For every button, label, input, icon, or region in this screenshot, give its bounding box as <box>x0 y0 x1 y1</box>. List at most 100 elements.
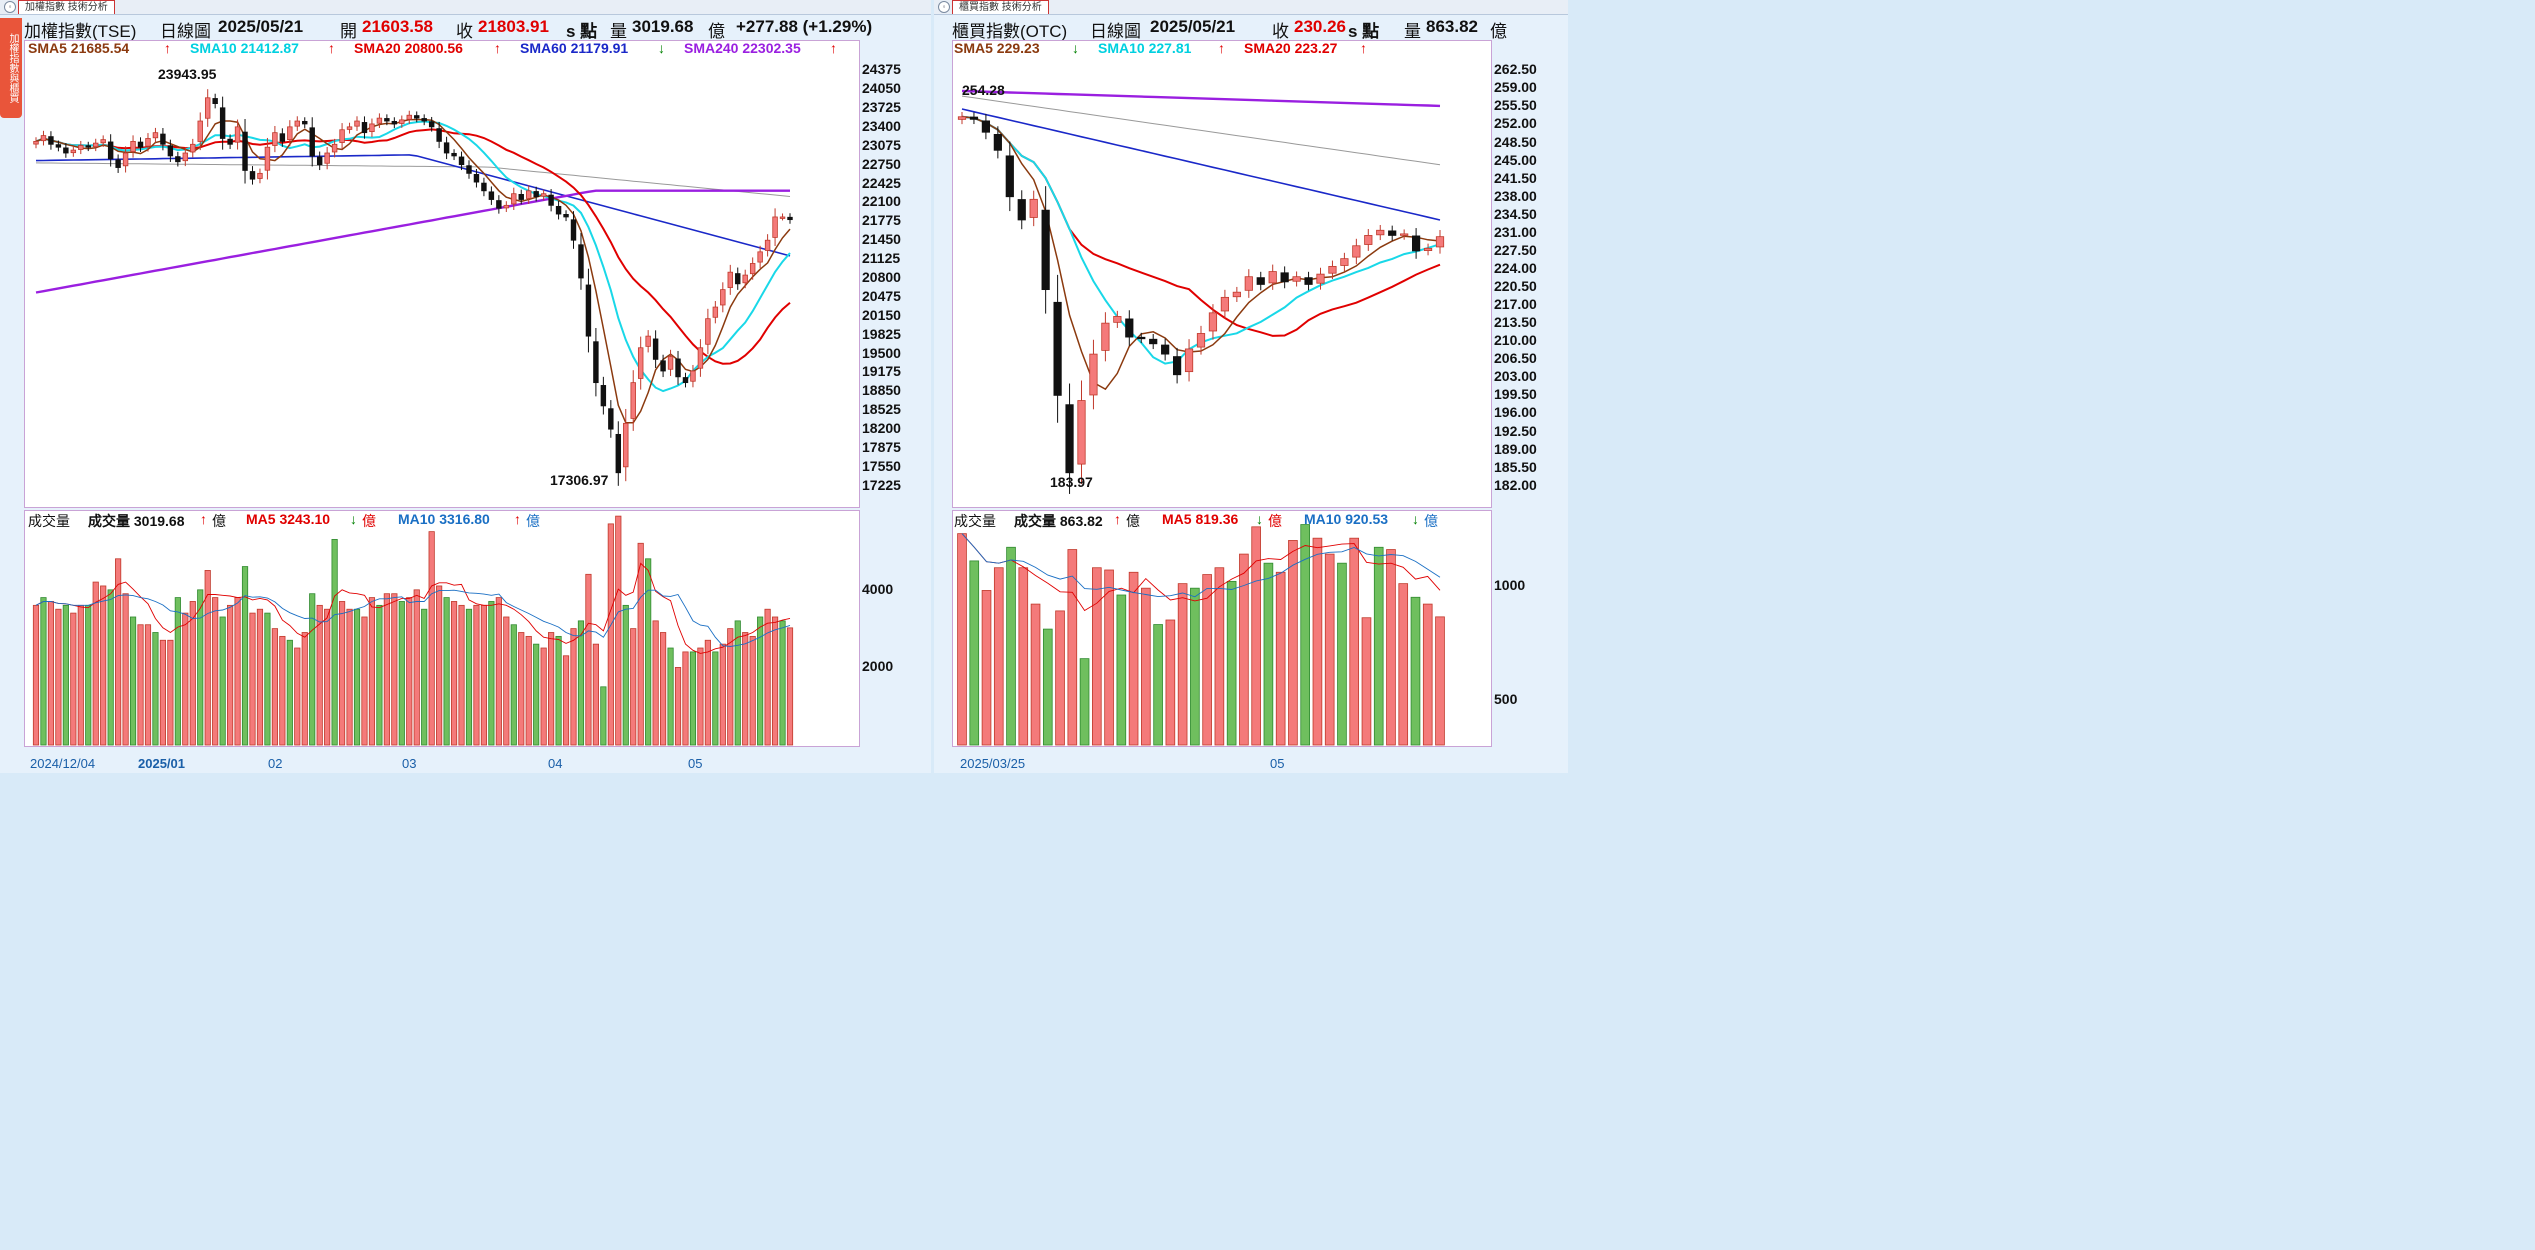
volume-bar <box>137 624 144 746</box>
y-tick-label: 231.00 <box>1494 223 1537 240</box>
tse-window-titlebar: ◦ 加權指數 技術分析 <box>0 0 931 15</box>
volume-bar <box>338 601 346 746</box>
candle-body <box>1029 198 1038 218</box>
candle-body <box>309 127 315 157</box>
tse-vol-title: 成交量 <box>28 513 70 529</box>
otc-header: 櫃買指數(OTC) 日線圖 2025/05/21 收 230.26 s 點 量 … <box>934 14 1568 41</box>
volume-bar <box>630 628 637 746</box>
candle-body <box>369 123 375 133</box>
sma240-line <box>35 189 790 294</box>
volume-bar <box>540 647 547 746</box>
window-menu-icon[interactable]: ◦ <box>938 1 950 13</box>
candle-body <box>593 341 599 384</box>
volume-bar <box>249 612 256 746</box>
candle-body <box>488 191 495 200</box>
volume-bar <box>488 601 495 746</box>
tse-volume-unit: 億 <box>708 22 725 41</box>
candle-body <box>376 117 383 124</box>
candle-body <box>48 136 54 145</box>
y-tick-label: 17550 <box>862 457 901 474</box>
candle-body <box>361 122 368 134</box>
volume-bar <box>1165 619 1176 746</box>
y-tick-label: 18200 <box>862 420 901 437</box>
volume-bar <box>981 590 992 746</box>
volume-bar <box>383 593 390 746</box>
candle-body <box>496 200 502 209</box>
volume-bar <box>1386 549 1396 746</box>
candle-body <box>272 132 278 146</box>
volume-bar <box>62 604 69 746</box>
y-tick-label: 234.50 <box>1494 205 1537 222</box>
y-tick-label: 21125 <box>862 250 901 267</box>
tse-window-tab[interactable]: 加權指數 技術分析 <box>18 0 115 14</box>
candle-body <box>302 120 308 125</box>
volume-bar <box>85 604 92 746</box>
candle-body <box>764 239 771 251</box>
candle-body <box>257 172 263 179</box>
tse-open-value: 21603.58 <box>362 17 433 36</box>
volume-bar <box>993 567 1004 746</box>
ma-legend-arrow: ↑ <box>1218 40 1225 56</box>
volume-bar <box>727 628 734 746</box>
y-tick-label: 241.50 <box>1494 169 1537 186</box>
ma-legend-arrow: ↑ <box>328 40 335 56</box>
candle-body <box>1220 296 1230 312</box>
volume-bar <box>1324 553 1335 746</box>
tse-vol-ma5-unit: 億 <box>362 513 376 529</box>
volume-bar <box>324 608 331 746</box>
volume-bar <box>182 612 189 746</box>
window-menu-icon[interactable]: ◦ <box>4 1 16 13</box>
volume-y-tick-label: 4000 <box>862 580 894 597</box>
volume-bar <box>1300 524 1310 746</box>
candle-body <box>1005 155 1014 198</box>
x-tick-label: 05 <box>688 756 703 771</box>
candle-body <box>294 120 301 127</box>
side-tab-index[interactable]: 加權指數與櫃買 <box>0 18 22 118</box>
volume-bar <box>309 593 316 746</box>
candle-body <box>40 135 47 142</box>
otc-window-tab[interactable]: 櫃買指數 技術分析 <box>952 0 1049 14</box>
otc-vol-value: 成交量 863.82 <box>1014 513 1103 529</box>
tse-high-label: 23943.95 <box>158 66 217 82</box>
candle-body <box>107 141 114 160</box>
y-tick-label: 206.50 <box>1494 350 1537 367</box>
sma60-line <box>961 108 1441 221</box>
volume-bar <box>398 601 405 746</box>
candle-body <box>518 194 524 200</box>
volume-bar <box>1275 571 1286 746</box>
y-tick-label: 252.00 <box>1494 115 1537 132</box>
candle-body <box>78 145 84 150</box>
tse-close-value: 21803.91 <box>478 17 549 36</box>
volume-bar <box>1006 546 1016 746</box>
otc-period: 日線圖 <box>1090 22 1141 41</box>
candle-body <box>1101 322 1110 351</box>
ma-legend-item: SMA20 223.27 <box>1244 40 1338 56</box>
ma-legend-arrow: ↑ <box>164 40 171 56</box>
candle-body <box>511 193 517 205</box>
tse-volume-label: 量 <box>610 22 627 41</box>
tse-price-panel[interactable] <box>24 40 860 508</box>
candle-body <box>324 152 330 164</box>
y-tick-label: 185.50 <box>1494 458 1537 475</box>
candle-body <box>33 140 39 145</box>
volume-bar <box>1373 546 1384 746</box>
candle-body <box>287 126 293 141</box>
y-tick-label: 22750 <box>862 155 901 172</box>
candle-body <box>1184 348 1194 373</box>
candle-body <box>167 145 174 157</box>
candle-body <box>93 142 99 148</box>
volume-bar <box>771 616 779 746</box>
y-tick-label: 21775 <box>862 212 901 229</box>
y-tick-label: 23075 <box>862 136 901 153</box>
y-tick-label: 19825 <box>862 325 901 342</box>
volume-bar <box>503 616 510 746</box>
otc-volume-value: 863.82 <box>1426 17 1478 36</box>
x-tick-label: 2025/01 <box>138 756 185 771</box>
candle-body <box>779 216 786 219</box>
volume-bar <box>555 635 562 746</box>
candle-body <box>1340 258 1349 266</box>
volume-bar <box>1141 587 1151 746</box>
volume-bar <box>1128 571 1139 746</box>
volume-bar <box>674 667 682 746</box>
otc-vol-ma10-arrow: ↓ <box>1412 511 1419 527</box>
